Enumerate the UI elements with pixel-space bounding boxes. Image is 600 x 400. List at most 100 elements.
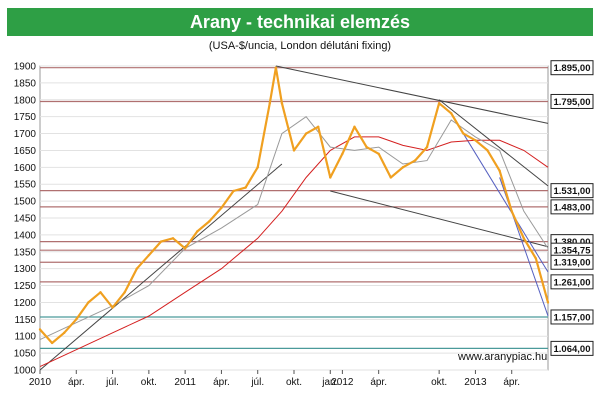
price-point — [353, 125, 356, 128]
level-label: 1.261,00 — [554, 277, 591, 288]
x-tick-label: ápr. — [370, 377, 387, 388]
y-tick-label: 1250 — [14, 281, 37, 292]
y-tick-label: 1600 — [14, 163, 37, 174]
price-point — [304, 132, 308, 135]
level-label: 1.483,00 — [554, 202, 591, 213]
x-tick-label: okt. — [431, 377, 447, 388]
price-point — [522, 237, 526, 240]
price-point — [329, 176, 332, 179]
price-point — [87, 301, 90, 304]
price-point — [546, 301, 550, 304]
price-point — [450, 112, 453, 115]
price-point — [462, 132, 465, 135]
y-tick-label: 1850 — [14, 78, 37, 89]
level-label-box — [550, 340, 594, 356]
price-point — [147, 253, 151, 257]
level-label-box — [550, 199, 594, 215]
x-tick-label: 2011 — [174, 377, 196, 388]
level-label: 1.795,00 — [554, 97, 591, 108]
level-label-box — [550, 274, 594, 290]
level-label: 1.895,00 — [554, 63, 591, 74]
price-point — [280, 101, 284, 105]
price-point — [123, 291, 126, 294]
x-tick-label: ápr. — [503, 377, 520, 388]
x-tick-label: okt. — [141, 377, 157, 388]
price-point — [292, 149, 296, 152]
level-label: 1.354,75 — [554, 246, 592, 257]
price-point — [99, 291, 102, 294]
trendline — [275, 65, 549, 124]
price-point — [401, 166, 405, 169]
x-tick-label: 2013 — [464, 377, 487, 388]
price-point — [316, 125, 320, 128]
x-tick-label: ápr. — [213, 377, 230, 388]
y-tick-label: 1500 — [14, 197, 37, 208]
level-label-box — [550, 93, 594, 109]
price-point — [256, 166, 259, 169]
y-tick-label: 1050 — [14, 349, 37, 360]
price-point — [486, 149, 489, 152]
price-point — [196, 230, 199, 233]
gold-price-line — [39, 66, 550, 345]
steep-trendline — [462, 133, 549, 273]
y-tick-label: 1450 — [14, 214, 37, 225]
price-point — [341, 152, 344, 156]
x-tick-label: júl. — [105, 377, 119, 388]
y-tick-label: 1400 — [14, 230, 37, 241]
price-point — [183, 247, 187, 250]
level-label: 1.531,00 — [554, 186, 591, 197]
price-point — [377, 152, 380, 156]
price-point — [75, 318, 78, 321]
price-point — [474, 139, 477, 142]
level-label: 1.157,00 — [554, 312, 591, 323]
x-tick-label: 2012 — [331, 377, 354, 388]
price-point — [220, 206, 223, 210]
chart-subtitle: (USA-$/uncia, London délutáni fixing) — [208, 40, 392, 52]
x-tick-label: okt. — [286, 377, 302, 388]
y-tick-label: 1550 — [14, 180, 37, 191]
level-label: 1.319,00 — [554, 258, 591, 269]
y-tick-label: 1750 — [14, 112, 37, 123]
trendline — [330, 190, 549, 248]
price-point — [534, 257, 538, 260]
level-label-box — [550, 309, 594, 325]
price-point — [208, 220, 211, 223]
y-tick-label: 1800 — [14, 95, 37, 106]
price-point — [171, 237, 175, 240]
x-tick-label: 2010 — [29, 377, 52, 388]
price-point — [244, 186, 247, 189]
y-tick-label: 1150 — [14, 315, 36, 326]
level-label: 1.380,00 — [554, 237, 591, 248]
price-point — [159, 240, 163, 243]
price-point — [498, 169, 501, 172]
y-tick-label: 1000 — [14, 366, 37, 377]
moving-average-short-line — [39, 116, 549, 341]
price-point — [510, 210, 513, 213]
trendline — [438, 99, 549, 187]
price-point — [111, 306, 114, 309]
y-tick-label: 1700 — [14, 129, 37, 140]
level-label: 1.064,00 — [554, 344, 591, 355]
price-point — [274, 66, 278, 69]
price-point — [135, 267, 138, 270]
trendline — [39, 163, 283, 371]
level-label-box — [550, 254, 594, 270]
watermark: www.aranypiac.hu — [457, 351, 547, 363]
price-point — [389, 176, 392, 179]
y-tick-label: 1100 — [14, 332, 36, 343]
price-point — [62, 331, 66, 335]
price-point — [38, 328, 42, 331]
price-point — [232, 189, 235, 193]
price-point — [437, 101, 441, 105]
price-point — [50, 341, 54, 345]
y-tick-label: 1350 — [14, 247, 37, 258]
price-point — [268, 101, 272, 105]
y-tick-label: 1200 — [14, 298, 37, 309]
x-tick-label: jan. — [321, 377, 338, 388]
level-label-box — [550, 183, 594, 199]
price-point — [413, 159, 417, 162]
chart-title: Arany - technikai elemzés — [7, 8, 593, 36]
level-label-box — [550, 60, 594, 76]
price-point — [365, 145, 368, 149]
